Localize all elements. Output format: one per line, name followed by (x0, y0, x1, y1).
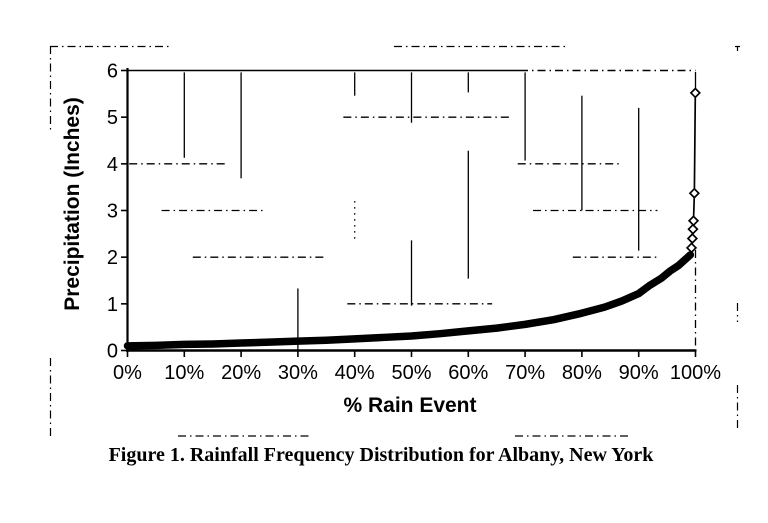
plot-area-frame (127, 69, 697, 351)
diamond-marker (686, 232, 698, 245)
x-tick-label: 70% (505, 362, 545, 384)
y-tick-label: 1 (107, 294, 118, 316)
y-tick-label: 0 (107, 341, 118, 363)
x-tick-label: 80% (562, 362, 602, 384)
tick-marks (121, 69, 697, 357)
x-tick-label: 10% (164, 362, 204, 384)
x-tick-label: 0% (113, 362, 142, 384)
x-axis-title: % Rain Event (343, 394, 476, 417)
x-tick-label: 50% (391, 362, 431, 384)
figure-caption: Figure 1. Rainfall Frequency Distributio… (109, 444, 655, 466)
dense-marker-band (123, 251, 695, 350)
x-tick-label: 30% (278, 362, 318, 384)
x-tick-label: 90% (619, 362, 659, 384)
x-tick-label: 60% (448, 362, 488, 384)
data-series-rainfall (123, 87, 701, 350)
y-tick-label: 2 (107, 247, 118, 269)
x-tick-label: 20% (221, 362, 261, 384)
y-axis-title: Precipitation (Inches) (61, 97, 84, 311)
y-tick-label: 6 (107, 61, 118, 83)
y-tick-label: 5 (107, 107, 118, 129)
y-tick-label: 3 (107, 201, 118, 223)
diamond-marker (687, 223, 699, 235)
diamond-marker (689, 87, 701, 99)
diamond-marker (685, 242, 698, 254)
gridline-artifacts (129, 72, 658, 350)
y-tick-label: 4 (107, 154, 118, 176)
diamond-marker (688, 187, 700, 199)
diamond-marker (687, 215, 700, 227)
x-tick-label: 40% (335, 362, 375, 384)
x-tick-label: 100% (670, 362, 721, 384)
tick-labels: 0% 10% 20% 30% 40% 50% 60% 70% 80% 90% 100% 0 1 2 3 4 5 6 (107, 61, 721, 385)
figure-border-scan-artifact (49, 45, 740, 437)
